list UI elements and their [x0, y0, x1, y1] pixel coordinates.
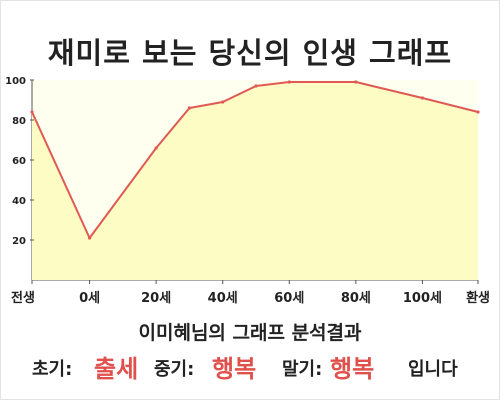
- data-point-5: [254, 84, 258, 88]
- data-point-8: [420, 96, 425, 100]
- y-tick-label-20: 20: [12, 236, 26, 247]
- y-tick-label-100: 100: [5, 76, 26, 87]
- data-point-3: [187, 106, 192, 110]
- y-tick-label-60: 60: [12, 156, 26, 167]
- y-tick-label-80: 80: [12, 116, 26, 127]
- series-line: [31, 81, 479, 239]
- data-point-4: [221, 100, 225, 104]
- mid-value: 행복: [212, 355, 257, 383]
- late-value: 행복: [330, 355, 375, 383]
- data-point-2: [154, 146, 158, 150]
- chart-area-layer: [30, 80, 480, 280]
- y-tick-label-40: 40: [12, 196, 26, 207]
- page-title: 재미로 보는 당신의 인생 그래프: [47, 36, 453, 70]
- result-suffix: 입니다: [408, 359, 458, 380]
- x-tick-label-0: 전생: [11, 290, 35, 306]
- x-tick-label-2: 20세: [141, 291, 171, 306]
- data-point-1: [87, 236, 92, 240]
- early-value: 출세: [94, 355, 139, 383]
- late-label: 말기:: [282, 359, 323, 380]
- x-tick-label-6: 100세: [403, 291, 442, 306]
- data-point-9: [476, 110, 480, 114]
- area-fill: [32, 82, 478, 280]
- analysis-summary: 이미혜님의 그래프 분석결과: [138, 322, 362, 344]
- x-tick-label-5: 80세: [341, 291, 371, 306]
- x-tick-label-1: 0세: [79, 291, 100, 306]
- data-point-7: [354, 80, 358, 84]
- mid-label: 중기:: [154, 359, 195, 380]
- analysis-result: 초기: 출세 중기: 행복 말기: 행복 입니다: [0, 346, 500, 383]
- x-tick-label-3: 40세: [208, 291, 238, 306]
- y-axis-ticks: 20 40 60 80 100: [5, 76, 34, 247]
- data-point-0: [30, 110, 34, 114]
- x-tick-label-7: 환생: [466, 290, 490, 306]
- early-label: 초기:: [32, 359, 73, 380]
- data-point-6: [287, 80, 291, 84]
- x-tick-label-4: 60세: [274, 291, 304, 306]
- x-axis-ticks: 전생 0세 20세 40세 60세 80세 100세 환생: [11, 280, 490, 306]
